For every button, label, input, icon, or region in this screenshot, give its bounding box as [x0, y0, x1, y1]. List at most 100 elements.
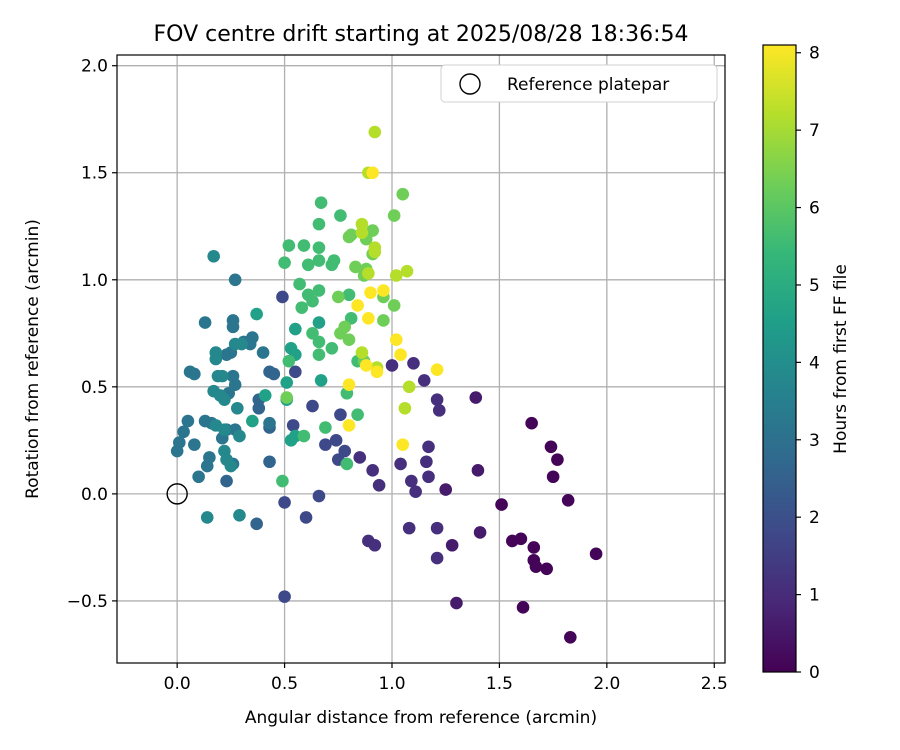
colorbar-tick-label: 2 [809, 508, 820, 528]
data-point [430, 363, 444, 377]
colorbar-bar [762, 44, 797, 673]
data-point [377, 314, 390, 327]
data-point [353, 451, 367, 464]
data-point [471, 464, 485, 477]
data-point [256, 346, 270, 359]
data-point [342, 333, 356, 347]
data-point [342, 378, 356, 391]
data-point [331, 290, 345, 304]
data-point [372, 479, 386, 492]
data-point [407, 356, 420, 370]
data-point [289, 322, 302, 336]
y-tick-label: −0.5 [67, 592, 108, 612]
data-point [405, 474, 418, 488]
data-point [312, 348, 326, 362]
data-point [355, 346, 369, 359]
data-point [514, 532, 528, 546]
data-point [540, 562, 553, 576]
data-point [409, 485, 422, 499]
data-point [430, 393, 444, 406]
x-axis-label: Angular distance from reference (arcmin) [245, 708, 597, 728]
y-tick-label: 1.0 [81, 271, 108, 291]
data-point [516, 601, 530, 614]
data-point [344, 312, 358, 325]
legend-entry-reference-platepar: Reference platepar [507, 75, 669, 95]
data-point [396, 438, 410, 451]
data-point [228, 273, 242, 287]
data-point [306, 294, 319, 308]
legend-marker [459, 73, 481, 95]
data-point [295, 301, 309, 314]
data-point [351, 299, 364, 312]
data-point [325, 341, 339, 355]
data-point [286, 419, 300, 432]
data-point [299, 511, 313, 524]
data-point [351, 408, 364, 421]
colorbar-tick-label: 0 [809, 663, 820, 683]
x-tick-label: 2.0 [593, 674, 620, 694]
data-point [181, 414, 195, 428]
data-point [551, 453, 564, 466]
data-point [192, 470, 205, 484]
data-point [280, 391, 294, 404]
data-point [430, 551, 444, 565]
data-point [473, 526, 487, 539]
data-point [226, 369, 240, 383]
chart-title: FOV centre drift starting at 2025/08/28 … [154, 22, 689, 47]
data-point [546, 470, 560, 484]
data-point [340, 457, 354, 471]
data-point [250, 307, 263, 321]
data-point [385, 359, 399, 372]
data-point [263, 455, 276, 469]
data-point [207, 249, 220, 263]
data-point [387, 299, 401, 312]
data-point [439, 483, 453, 496]
data-point [589, 547, 603, 561]
data-point [377, 284, 390, 297]
data-point [469, 391, 483, 404]
data-point [334, 209, 347, 222]
data-point [276, 474, 289, 488]
data-point [276, 290, 289, 304]
data-point [368, 538, 382, 552]
data-point [355, 226, 369, 239]
data-point [278, 590, 291, 603]
data-point [278, 496, 291, 509]
data-point [527, 541, 541, 554]
data-point [218, 423, 231, 436]
data-point [209, 352, 223, 366]
data-point [312, 489, 326, 503]
legend-box [440, 64, 718, 103]
data-point [362, 312, 375, 325]
colorbar-tick-label: 5 [809, 276, 820, 296]
data-point [344, 228, 358, 242]
data-point [203, 451, 216, 464]
data-point [327, 254, 341, 267]
y-tick-label: 0.0 [81, 485, 108, 505]
x-tick-label: 1.0 [378, 674, 405, 694]
data-point [398, 401, 412, 415]
data-point [366, 224, 379, 237]
data-point [432, 404, 446, 417]
data-point [231, 401, 244, 415]
data-point [200, 511, 214, 524]
data-point [312, 316, 326, 329]
data-point [282, 354, 296, 368]
data-point [422, 470, 435, 484]
data-point [312, 284, 326, 297]
data-point [319, 438, 332, 451]
data-point [289, 365, 302, 379]
data-point [564, 631, 577, 644]
data-point [334, 327, 347, 340]
data-point [359, 359, 373, 372]
data-point [263, 416, 276, 430]
data-point [387, 209, 401, 222]
colorbar-tick-label: 8 [809, 44, 820, 64]
data-point [198, 316, 212, 329]
data-point [394, 348, 407, 362]
data-point [188, 367, 201, 381]
data-point [267, 367, 281, 381]
data-point [389, 333, 403, 347]
x-axis-ticks: 0.0 0.5 1.0 1.5 2.0 2.5 [164, 663, 728, 694]
